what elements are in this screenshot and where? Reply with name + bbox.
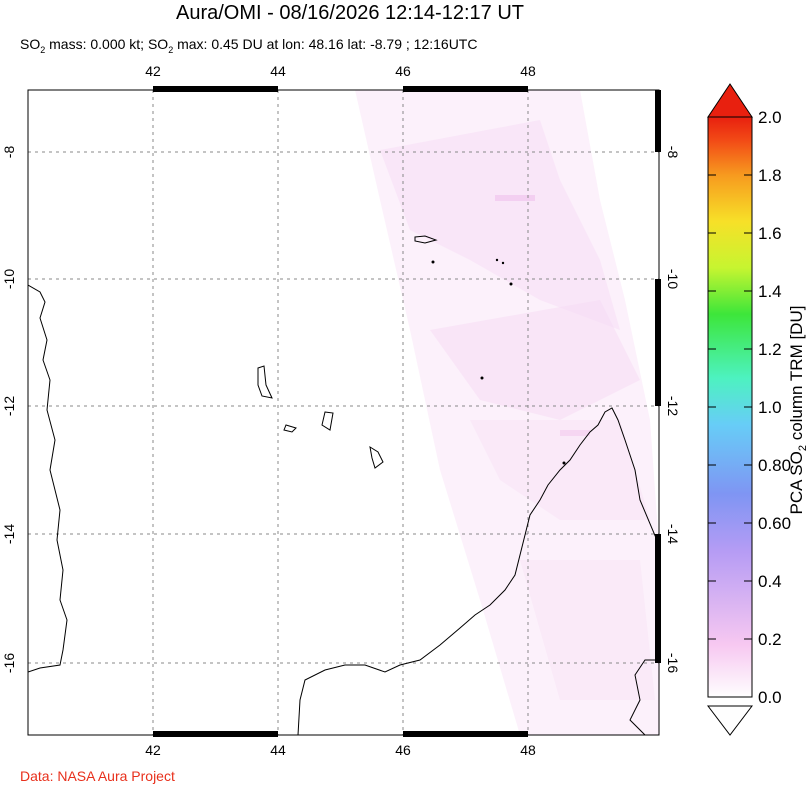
africa-coast xyxy=(28,284,68,673)
colorbar-top-arrow xyxy=(707,83,753,118)
subtitle-sub2: 2 xyxy=(168,44,174,55)
lon-ticks-bottom: 42 44 46 48 xyxy=(145,742,536,758)
lat-tick-right: -8 xyxy=(665,146,681,159)
colorbar-label: 1.0 xyxy=(758,398,782,417)
moheli-island xyxy=(283,424,297,433)
subtitle-text2: max: 0.45 DU at lon: 48.16 lat: -8.79 ; … xyxy=(173,36,478,52)
subtitle-prefix: SO xyxy=(20,36,41,52)
lon-tick-bottom: 42 xyxy=(145,742,161,758)
lon-tick-bottom: 44 xyxy=(270,742,286,758)
colorbar-label: 0.80 xyxy=(758,456,791,475)
colorbar-label: 0.4 xyxy=(758,572,782,591)
anjouan-island xyxy=(321,411,334,431)
colorbar-title: PCA SO2 column TRM [DU] xyxy=(787,306,807,515)
aldabra-island xyxy=(414,235,438,244)
lat-tick-left: -8 xyxy=(1,146,17,159)
lat-tick-left: -12 xyxy=(1,396,17,416)
colorbar-label: 1.8 xyxy=(758,166,782,185)
colorbar-title-rest: column TRM [DU] xyxy=(787,306,806,446)
data-credit: Data: NASA Aura Project xyxy=(20,768,175,784)
lat-ticks-right: -8 -10 -12 -14 -16 xyxy=(665,146,681,674)
map-frame xyxy=(27,89,660,736)
map-subtitle: SO2 mass: 0.000 kt; SO2 max: 0.45 DU at … xyxy=(20,36,477,55)
colorbar: 2.0 1.8 1.6 1.4 1.2 1.0 0.80 0.60 0.4 0.… xyxy=(706,83,807,736)
lat-tick-right: -16 xyxy=(665,653,681,673)
small-islands xyxy=(431,258,566,465)
lon-tick-top: 44 xyxy=(270,63,286,79)
madagascar-north-coast xyxy=(629,659,659,735)
colorbar-label: 0.0 xyxy=(758,688,782,707)
coastlines xyxy=(28,235,659,735)
lat-tick-right: -10 xyxy=(665,269,681,289)
lat-ticks-left: -8 -10 -12 -14 -16 xyxy=(1,146,17,674)
grande-comore-island xyxy=(257,365,273,399)
subtitle-sub: 2 xyxy=(40,44,46,55)
colorbar-ticks xyxy=(708,116,752,640)
frame-border-bars xyxy=(153,86,661,737)
lat-tick-left: -16 xyxy=(1,653,17,673)
madagascar-coast xyxy=(297,407,659,735)
lon-tick-bottom: 48 xyxy=(520,742,536,758)
lon-tick-bottom: 46 xyxy=(395,742,411,758)
lon-tick-top: 48 xyxy=(520,63,536,79)
colorbar-label: 2.0 xyxy=(758,108,782,127)
lat-tick-right: -14 xyxy=(665,524,681,544)
lat-tick-left: -14 xyxy=(1,524,17,544)
colorbar-label: 0.60 xyxy=(758,514,791,533)
colorbar-title-sub: 2 xyxy=(797,445,807,451)
lat-tick-right: -12 xyxy=(665,396,681,416)
lon-ticks-top: 42 44 46 48 xyxy=(145,63,536,79)
mayotte-island xyxy=(369,445,384,469)
lon-tick-top: 42 xyxy=(145,63,161,79)
graticule xyxy=(28,90,659,735)
lon-tick-top: 46 xyxy=(395,63,411,79)
colorbar-label: 1.6 xyxy=(758,224,782,243)
so2-swath xyxy=(355,90,659,735)
map-title: Aura/OMI - 08/16/2026 12:14-12:17 UT xyxy=(176,2,524,24)
colorbar-label: 1.2 xyxy=(758,340,782,359)
colorbar-bottom-arrow xyxy=(706,705,754,736)
subtitle-text1: mass: 0.000 kt; SO xyxy=(45,36,169,52)
colorbar-label: 1.4 xyxy=(758,282,782,301)
lat-tick-left: -10 xyxy=(1,269,17,289)
colorbar-label: 0.2 xyxy=(758,630,782,649)
colorbar-title-main: PCA SO xyxy=(787,451,806,514)
